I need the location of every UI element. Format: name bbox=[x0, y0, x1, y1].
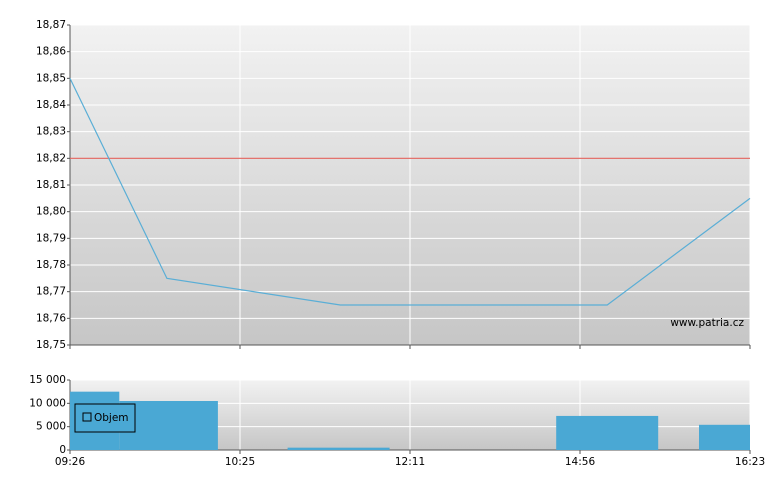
bar bbox=[287, 447, 390, 450]
legend-label: Objem bbox=[94, 412, 129, 424]
bar bbox=[556, 415, 659, 450]
y-tick-label: 0 bbox=[59, 444, 66, 456]
y-tick-label: 18,76 bbox=[36, 312, 66, 324]
y-tick-label: 18,75 bbox=[36, 339, 66, 351]
watermark: www.patria.cz bbox=[670, 317, 744, 329]
y-tick-label: 18,80 bbox=[36, 206, 66, 218]
y-tick-label: 18,87 bbox=[36, 19, 66, 31]
bar bbox=[699, 424, 750, 450]
y-tick-label: 18,77 bbox=[36, 286, 66, 298]
y-tick-label: 5 000 bbox=[36, 421, 66, 433]
legend-swatch bbox=[82, 412, 92, 422]
y-tick-label: 18,83 bbox=[36, 126, 66, 138]
legend-box bbox=[74, 403, 136, 433]
y-tick-label: 18,82 bbox=[36, 152, 66, 164]
bar bbox=[119, 401, 218, 450]
x-tick-label: 10:25 bbox=[225, 456, 255, 468]
y-tick-label: 18,79 bbox=[36, 232, 66, 244]
y-tick-label: 18,84 bbox=[36, 99, 66, 111]
y-tick-label: 10 000 bbox=[29, 397, 66, 409]
x-tick-label: 14:56 bbox=[565, 456, 596, 468]
x-tick-label: 12:11 bbox=[395, 456, 425, 468]
y-tick-label: 18,86 bbox=[36, 46, 66, 58]
x-tick-label: 09:26 bbox=[55, 456, 86, 468]
y-tick-label: 15 000 bbox=[29, 374, 66, 386]
x-tick-label: 16:23 bbox=[735, 456, 765, 468]
y-tick-label: 18,78 bbox=[36, 259, 66, 271]
y-tick-label: 18,81 bbox=[36, 179, 66, 191]
price-line bbox=[69, 78, 751, 306]
y-tick-label: 18,85 bbox=[36, 72, 66, 84]
